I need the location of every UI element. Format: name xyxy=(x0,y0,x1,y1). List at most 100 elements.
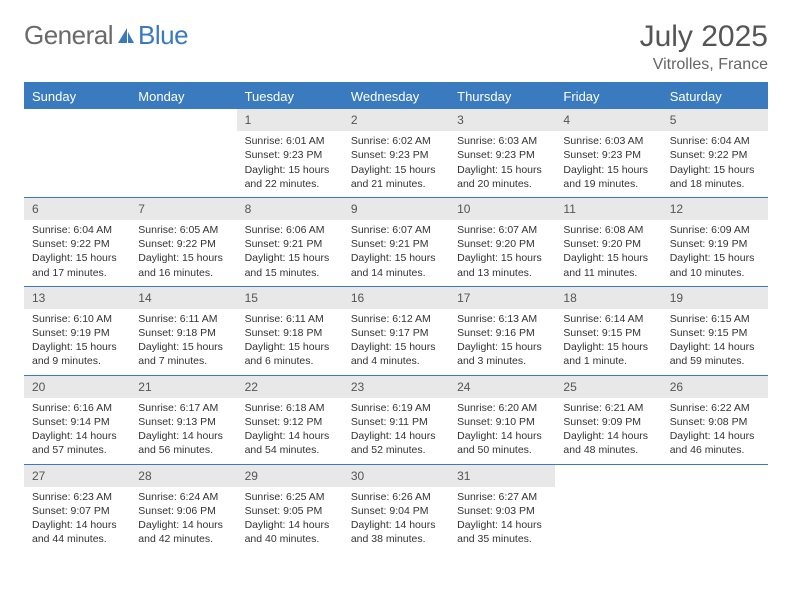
day-number: 4 xyxy=(555,109,661,131)
day-body: Sunrise: 6:25 AMSunset: 9:05 PMDaylight:… xyxy=(237,487,343,547)
day-body: Sunrise: 6:12 AMSunset: 9:17 PMDaylight:… xyxy=(343,309,449,369)
week-row: 1Sunrise: 6:01 AMSunset: 9:23 PMDaylight… xyxy=(24,109,768,197)
day-number: 6 xyxy=(24,198,130,220)
weekday-header-row: SundayMondayTuesdayWednesdayThursdayFrid… xyxy=(24,84,768,109)
day-cell: 17Sunrise: 6:13 AMSunset: 9:16 PMDayligh… xyxy=(449,287,555,375)
day-number: 31 xyxy=(449,465,555,487)
sunrise-text: Sunrise: 6:01 AM xyxy=(245,134,335,148)
day-cell: 27Sunrise: 6:23 AMSunset: 9:07 PMDayligh… xyxy=(24,465,130,553)
daylight-text: Daylight: 15 hours and 9 minutes. xyxy=(32,340,122,368)
day-number: 7 xyxy=(130,198,236,220)
day-number: 8 xyxy=(237,198,343,220)
sunset-text: Sunset: 9:22 PM xyxy=(670,148,760,162)
sunrise-text: Sunrise: 6:02 AM xyxy=(351,134,441,148)
day-number: 24 xyxy=(449,376,555,398)
day-cell: 16Sunrise: 6:12 AMSunset: 9:17 PMDayligh… xyxy=(343,287,449,375)
brand-part2: Blue xyxy=(138,20,188,51)
sunrise-text: Sunrise: 6:25 AM xyxy=(245,490,335,504)
sunset-text: Sunset: 9:05 PM xyxy=(245,504,335,518)
day-number: 23 xyxy=(343,376,449,398)
sunset-text: Sunset: 9:06 PM xyxy=(138,504,228,518)
day-cell: 4Sunrise: 6:03 AMSunset: 9:23 PMDaylight… xyxy=(555,109,661,197)
daylight-text: Daylight: 15 hours and 11 minutes. xyxy=(563,251,653,279)
day-cell: 20Sunrise: 6:16 AMSunset: 9:14 PMDayligh… xyxy=(24,376,130,464)
sunset-text: Sunset: 9:21 PM xyxy=(245,237,335,251)
day-cell: 7 Sunrise: 6:05 AMSunset: 9:22 PMDaylight… xyxy=(130,198,236,286)
sunrise-text: Sunrise: 6:07 AM xyxy=(457,223,547,237)
day-cell: 6Sunrise: 6:04 AMSunset: 9:22 PMDaylight… xyxy=(24,198,130,286)
day-number: 27 xyxy=(24,465,130,487)
day-cell: 24Sunrise: 6:20 AMSunset: 9:10 PMDayligh… xyxy=(449,376,555,464)
sunset-text: Sunset: 9:16 PM xyxy=(457,326,547,340)
sunset-text: Sunset: 9:22 PM xyxy=(138,237,228,251)
sunset-text: Sunset: 9:23 PM xyxy=(351,148,441,162)
day-cell: 3Sunrise: 6:03 AMSunset: 9:23 PMDaylight… xyxy=(449,109,555,197)
daylight-text: Daylight: 14 hours and 40 minutes. xyxy=(245,518,335,546)
sunset-text: Sunset: 9:03 PM xyxy=(457,504,547,518)
sunset-text: Sunset: 9:18 PM xyxy=(138,326,228,340)
day-cell-empty xyxy=(662,465,768,553)
day-body: Sunrise: 6:23 AMSunset: 9:07 PMDaylight:… xyxy=(24,487,130,547)
daylight-text: Daylight: 15 hours and 17 minutes. xyxy=(32,251,122,279)
day-body: Sunrise: 6:15 AMSunset: 9:15 PMDaylight:… xyxy=(662,309,768,369)
sunrise-text: Sunrise: 6:24 AM xyxy=(138,490,228,504)
sunrise-text: Sunrise: 6:20 AM xyxy=(457,401,547,415)
day-cell: 22Sunrise: 6:18 AMSunset: 9:12 PMDayligh… xyxy=(237,376,343,464)
daylight-text: Daylight: 14 hours and 52 minutes. xyxy=(351,429,441,457)
sunrise-text: Sunrise: 6:12 AM xyxy=(351,312,441,326)
day-cell: 12Sunrise: 6:09 AMSunset: 9:19 PMDayligh… xyxy=(662,198,768,286)
daylight-text: Daylight: 15 hours and 22 minutes. xyxy=(245,163,335,191)
daylight-text: Daylight: 14 hours and 44 minutes. xyxy=(32,518,122,546)
day-cell: 5Sunrise: 6:04 AMSunset: 9:22 PMDaylight… xyxy=(662,109,768,197)
day-cell: 31Sunrise: 6:27 AMSunset: 9:03 PMDayligh… xyxy=(449,465,555,553)
brand-logo: General Blue xyxy=(24,20,188,51)
day-number: 14 xyxy=(130,287,236,309)
weekday-header: Thursday xyxy=(449,84,555,109)
day-cell: 9Sunrise: 6:07 AMSunset: 9:21 PMDaylight… xyxy=(343,198,449,286)
calendar: SundayMondayTuesdayWednesdayThursdayFrid… xyxy=(24,82,768,552)
day-cell: 14Sunrise: 6:11 AMSunset: 9:18 PMDayligh… xyxy=(130,287,236,375)
sunset-text: Sunset: 9:10 PM xyxy=(457,415,547,429)
logo-sail-icon xyxy=(116,26,136,46)
day-number: 28 xyxy=(130,465,236,487)
sunset-text: Sunset: 9:04 PM xyxy=(351,504,441,518)
sunset-text: Sunset: 9:09 PM xyxy=(563,415,653,429)
week-row: 6Sunrise: 6:04 AMSunset: 9:22 PMDaylight… xyxy=(24,197,768,286)
sunset-text: Sunset: 9:20 PM xyxy=(457,237,547,251)
calendar-body: 1Sunrise: 6:01 AMSunset: 9:23 PMDaylight… xyxy=(24,109,768,552)
day-cell: 13Sunrise: 6:10 AMSunset: 9:19 PMDayligh… xyxy=(24,287,130,375)
sunrise-text: Sunrise: 6:04 AM xyxy=(670,134,760,148)
day-cell: 28Sunrise: 6:24 AMSunset: 9:06 PMDayligh… xyxy=(130,465,236,553)
sunrise-text: Sunrise: 6:19 AM xyxy=(351,401,441,415)
daylight-text: Daylight: 15 hours and 16 minutes. xyxy=(138,251,228,279)
day-cell: 25Sunrise: 6:21 AMSunset: 9:09 PMDayligh… xyxy=(555,376,661,464)
day-number: 18 xyxy=(555,287,661,309)
day-number: 20 xyxy=(24,376,130,398)
sunrise-text: Sunrise: 6:07 AM xyxy=(351,223,441,237)
day-body: Sunrise: 6:24 AMSunset: 9:06 PMDaylight:… xyxy=(130,487,236,547)
sunset-text: Sunset: 9:08 PM xyxy=(670,415,760,429)
day-body: Sunrise: 6:13 AMSunset: 9:16 PMDaylight:… xyxy=(449,309,555,369)
day-body: Sunrise: 6:20 AMSunset: 9:10 PMDaylight:… xyxy=(449,398,555,458)
sunrise-text: Sunrise: 6:05 AM xyxy=(138,223,228,237)
daylight-text: Daylight: 15 hours and 21 minutes. xyxy=(351,163,441,191)
day-body: Sunrise: 6:02 AMSunset: 9:23 PMDaylight:… xyxy=(343,131,449,191)
sunrise-text: Sunrise: 6:06 AM xyxy=(245,223,335,237)
sunrise-text: Sunrise: 6:08 AM xyxy=(563,223,653,237)
daylight-text: Daylight: 15 hours and 3 minutes. xyxy=(457,340,547,368)
sunset-text: Sunset: 9:17 PM xyxy=(351,326,441,340)
daylight-text: Daylight: 15 hours and 1 minute. xyxy=(563,340,653,368)
day-body: Sunrise: 6:22 AMSunset: 9:08 PMDaylight:… xyxy=(662,398,768,458)
daylight-text: Daylight: 15 hours and 14 minutes. xyxy=(351,251,441,279)
brand-part1: General xyxy=(24,20,113,51)
sunset-text: Sunset: 9:19 PM xyxy=(32,326,122,340)
day-cell: 2Sunrise: 6:02 AMSunset: 9:23 PMDaylight… xyxy=(343,109,449,197)
sunset-text: Sunset: 9:14 PM xyxy=(32,415,122,429)
week-row: 20Sunrise: 6:16 AMSunset: 9:14 PMDayligh… xyxy=(24,375,768,464)
day-body: Sunrise: 6:09 AMSunset: 9:19 PMDaylight:… xyxy=(662,220,768,280)
daylight-text: Daylight: 15 hours and 7 minutes. xyxy=(138,340,228,368)
title-block: July 2025 Vitrolles, France xyxy=(640,20,768,74)
day-body: Sunrise: 6:10 AMSunset: 9:19 PMDaylight:… xyxy=(24,309,130,369)
daylight-text: Daylight: 14 hours and 57 minutes. xyxy=(32,429,122,457)
day-cell: 30Sunrise: 6:26 AMSunset: 9:04 PMDayligh… xyxy=(343,465,449,553)
